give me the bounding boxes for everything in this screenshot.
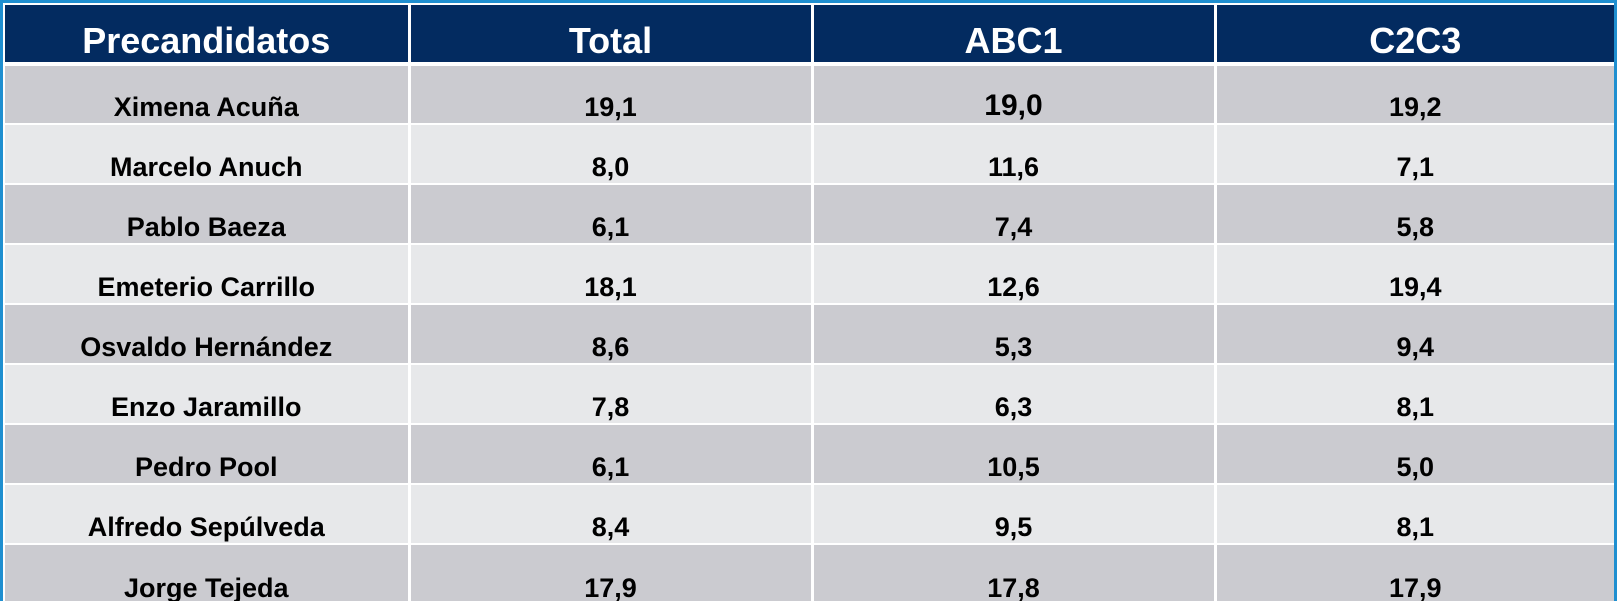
abc1-cell: 17,8 — [810, 543, 1217, 601]
abc1-cell: 5,3 — [810, 303, 1217, 364]
abc1-cell: 11,6 — [810, 123, 1217, 184]
column-header-c2c3: C2C3 — [1213, 5, 1614, 66]
c2c3-cell: 19,2 — [1213, 64, 1614, 124]
candidate-name-cell: Marcelo Anuch — [5, 123, 411, 184]
table-row: Jorge Tejeda 17,9 17,8 17,9 — [5, 543, 1614, 601]
abc1-cell: 7,4 — [810, 183, 1217, 244]
table-row: Alfredo Sepúlveda 8,4 9,5 8,1 — [5, 483, 1614, 544]
c2c3-cell: 19,4 — [1213, 243, 1614, 304]
total-cell: 7,8 — [407, 363, 814, 424]
column-header-total: Total — [407, 5, 814, 66]
candidate-name-cell: Jorge Tejeda — [5, 543, 411, 601]
candidate-name-cell: Enzo Jaramillo — [5, 363, 411, 424]
table-row: Enzo Jaramillo 7,8 6,3 8,1 — [5, 363, 1614, 424]
column-header-abc1: ABC1 — [810, 5, 1217, 66]
c2c3-cell: 9,4 — [1213, 303, 1614, 364]
table-body: Ximena Acuña 19,1 19,0 19,2 Marcelo Anuc… — [5, 64, 1614, 601]
abc1-cell: 12,6 — [810, 243, 1217, 304]
total-cell: 6,1 — [407, 423, 814, 484]
candidate-name-cell: Pedro Pool — [5, 423, 411, 484]
candidate-name-cell: Emeterio Carrillo — [5, 243, 411, 304]
c2c3-cell: 8,1 — [1213, 483, 1614, 544]
candidate-name-cell: Pablo Baeza — [5, 183, 411, 244]
column-header-precandidatos: Precandidatos — [5, 5, 411, 66]
table-row: Ximena Acuña 19,1 19,0 19,2 — [5, 64, 1614, 124]
c2c3-cell: 7,1 — [1213, 123, 1614, 184]
c2c3-cell: 8,1 — [1213, 363, 1614, 424]
header-row: Precandidatos Total ABC1 C2C3 — [5, 5, 1614, 66]
abc1-cell: 9,5 — [810, 483, 1217, 544]
total-cell: 8,0 — [407, 123, 814, 184]
table-row: Marcelo Anuch 8,0 11,6 7,1 — [5, 123, 1614, 184]
candidate-name-cell: Alfredo Sepúlveda — [5, 483, 411, 544]
total-cell: 6,1 — [407, 183, 814, 244]
total-cell: 18,1 — [407, 243, 814, 304]
results-table: Precandidatos Total ABC1 C2C3 Ximena Acu… — [5, 5, 1614, 601]
table-row: Osvaldo Hernández 8,6 5,3 9,4 — [5, 303, 1614, 364]
total-cell: 8,4 — [407, 483, 814, 544]
c2c3-cell: 5,8 — [1213, 183, 1614, 244]
table-row: Pedro Pool 6,1 10,5 5,0 — [5, 423, 1614, 484]
abc1-cell: 6,3 — [810, 363, 1217, 424]
table-row: Pablo Baeza 6,1 7,4 5,8 — [5, 183, 1614, 244]
abc1-cell: 10,5 — [810, 423, 1217, 484]
c2c3-cell: 17,9 — [1213, 543, 1614, 601]
table-header: Precandidatos Total ABC1 C2C3 — [5, 5, 1614, 66]
candidate-name-cell: Osvaldo Hernández — [5, 303, 411, 364]
total-cell: 17,9 — [407, 543, 814, 601]
total-cell: 19,1 — [407, 64, 814, 124]
c2c3-cell: 5,0 — [1213, 423, 1614, 484]
candidate-name-cell: Ximena Acuña — [5, 64, 411, 124]
abc1-cell: 19,0 — [810, 64, 1217, 124]
table-row: Emeterio Carrillo 18,1 12,6 19,4 — [5, 243, 1614, 304]
total-cell: 8,6 — [407, 303, 814, 364]
